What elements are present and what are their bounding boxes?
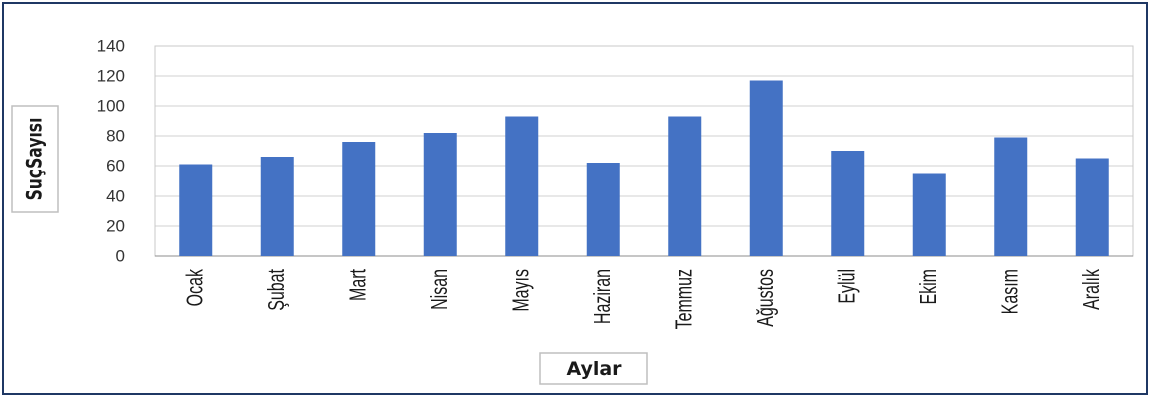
plot-border bbox=[154, 45, 1134, 257]
x-tick-label: Temmuz bbox=[672, 269, 698, 329]
y-tick-label: 0 bbox=[116, 247, 125, 266]
bar bbox=[994, 137, 1028, 256]
x-tick-label: Kasım bbox=[998, 269, 1024, 314]
bar bbox=[912, 173, 946, 256]
y-axis-title: SuçSayısı bbox=[23, 118, 47, 201]
y-tick-label: 40 bbox=[106, 187, 125, 206]
x-tick-label: Ekim bbox=[916, 269, 942, 305]
bar bbox=[423, 133, 457, 256]
x-tick-label: Mart bbox=[346, 269, 372, 301]
y-tick-label: 80 bbox=[106, 127, 125, 146]
bar bbox=[342, 142, 376, 256]
x-tick-label: Eylül bbox=[835, 269, 861, 304]
y-tick-label: 20 bbox=[106, 217, 125, 236]
bar bbox=[831, 151, 865, 256]
x-axis-title: Aylar bbox=[566, 358, 622, 380]
x-tick-label: Aralık bbox=[1079, 269, 1105, 310]
x-tick-labels: Ocak Şubat Mart Nisan Mayıs Haziran Temmuz Ağus… bbox=[183, 269, 1105, 330]
x-tick-label: Ağustos bbox=[753, 269, 779, 327]
x-axis-title-box: Aylar bbox=[539, 352, 648, 385]
x-tick-label: Mayıs bbox=[509, 269, 535, 312]
y-tick-label: 120 bbox=[97, 67, 125, 86]
bar bbox=[586, 163, 620, 256]
bar bbox=[749, 80, 783, 256]
x-tick-label: Nisan bbox=[427, 269, 453, 310]
x-tick-label: Haziran bbox=[590, 269, 616, 324]
grid-lines bbox=[155, 45, 1133, 257]
bar bbox=[179, 164, 213, 256]
x-tick-label: Şubat bbox=[264, 269, 290, 311]
bars bbox=[179, 80, 1109, 256]
bar bbox=[1075, 158, 1109, 256]
bar bbox=[260, 157, 294, 256]
y-tick-labels: 0 20 40 60 80 100 120 140 bbox=[97, 37, 125, 266]
bar bbox=[505, 116, 539, 256]
y-tick-label: 140 bbox=[97, 37, 125, 56]
plot-area bbox=[154, 45, 1134, 257]
x-tick-label: Ocak bbox=[183, 269, 209, 306]
y-tick-label: 60 bbox=[106, 157, 125, 176]
y-tick-label: 100 bbox=[97, 97, 125, 116]
bar bbox=[668, 116, 702, 256]
y-axis-title-box: SuçSayısı bbox=[11, 105, 59, 213]
